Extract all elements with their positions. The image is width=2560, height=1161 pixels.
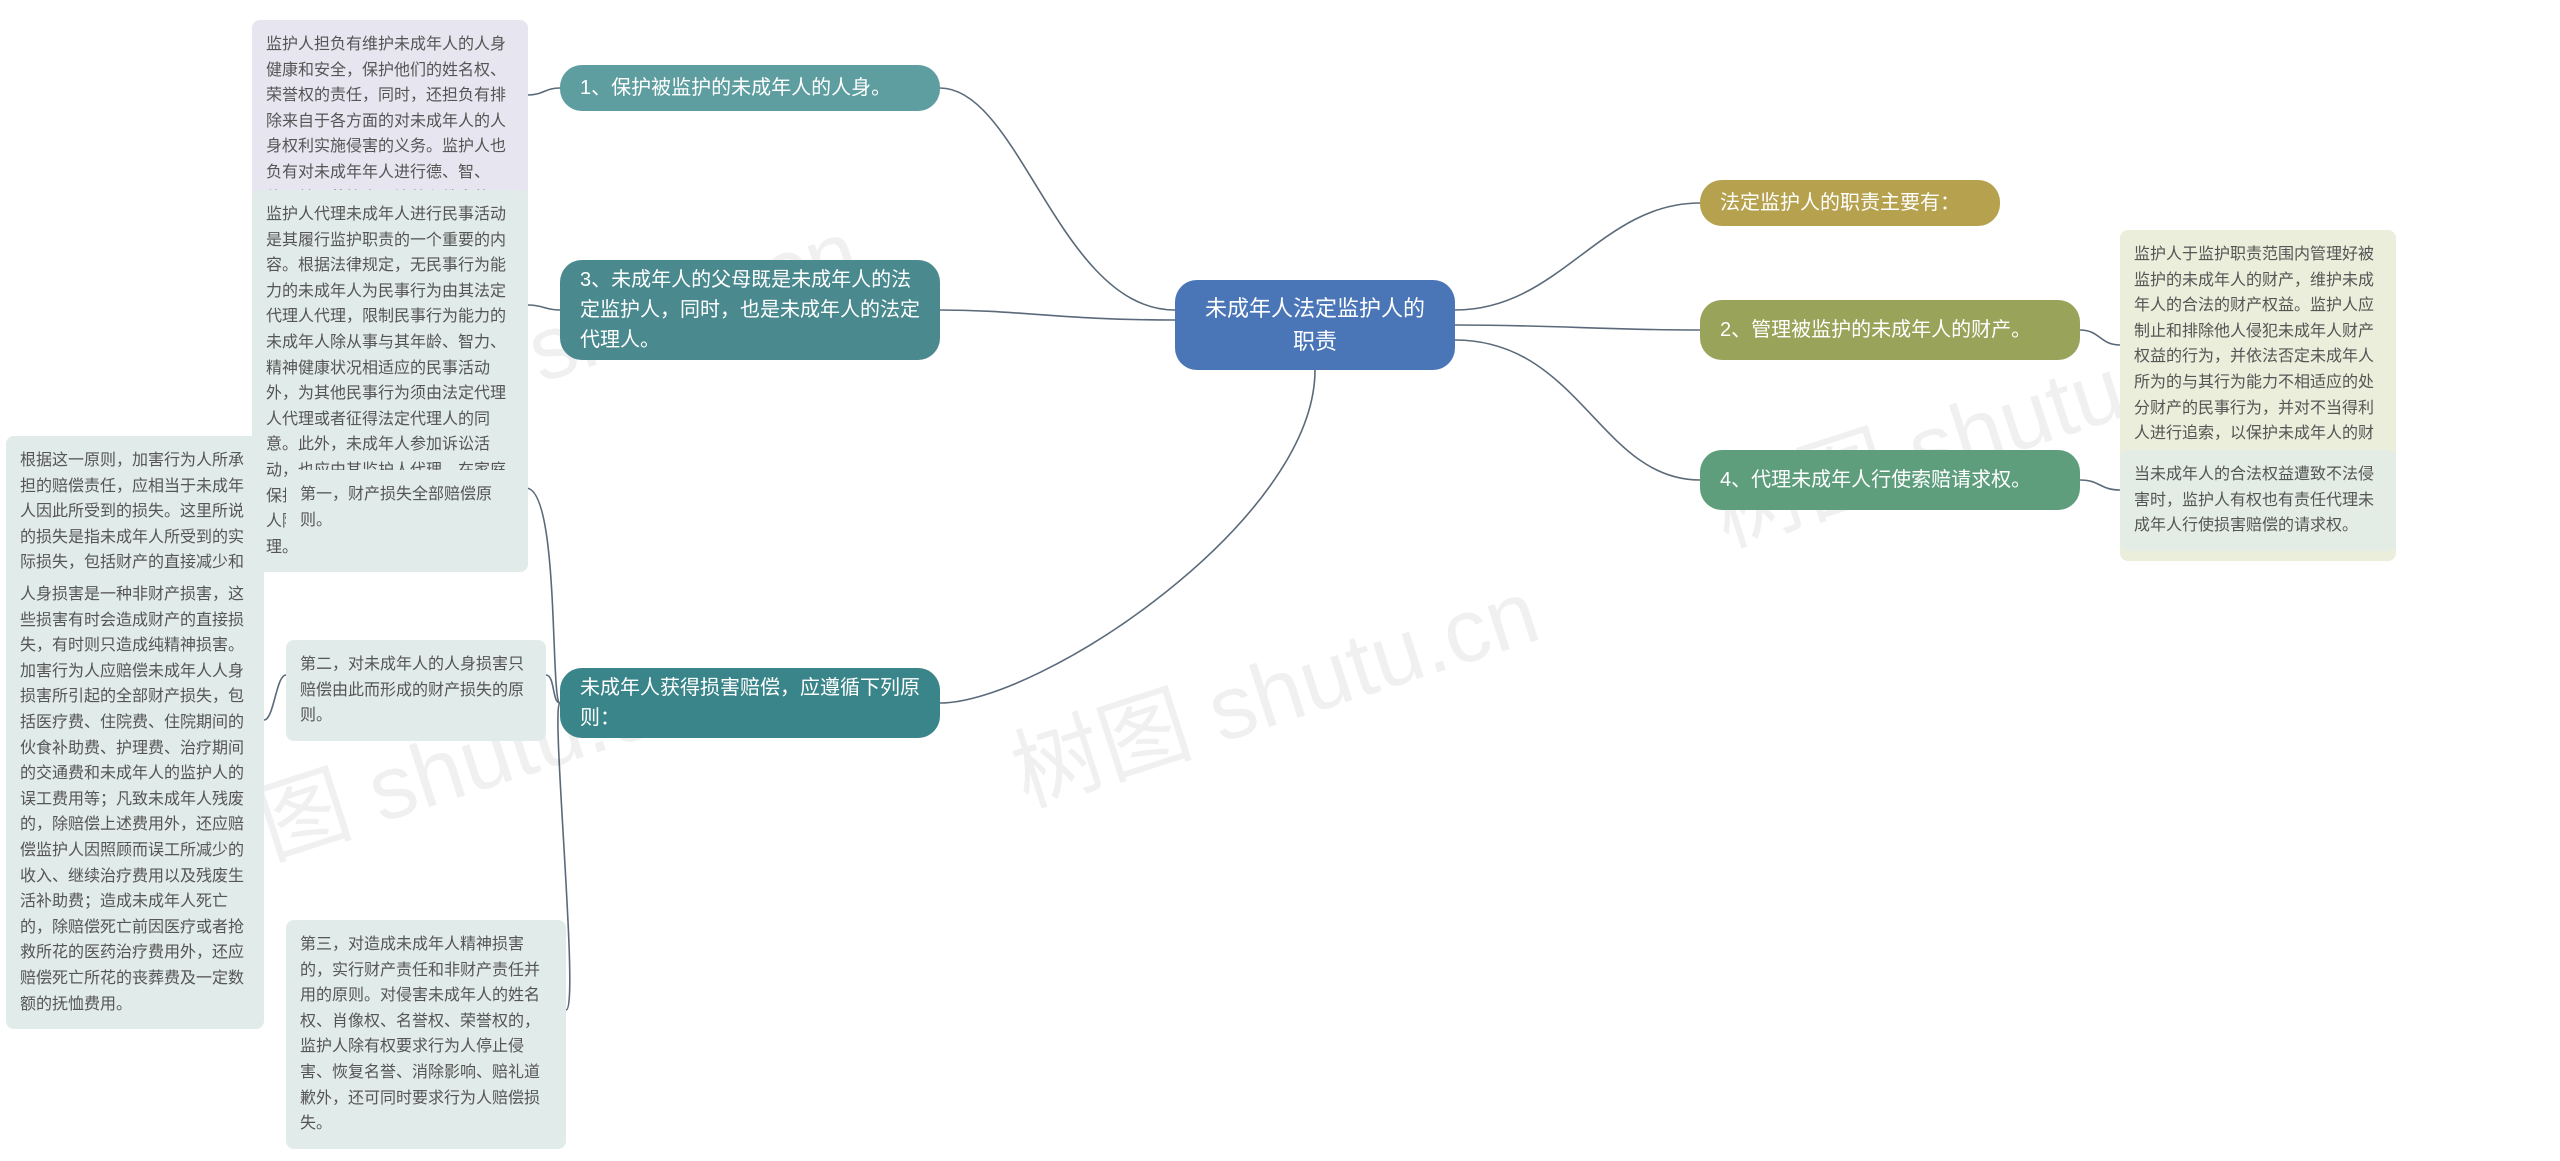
principle-2[interactable]: 第二，对未成年人的人身损害只赔偿由此而形成的财产损失的原则。 xyxy=(286,640,546,741)
branch-principles[interactable]: 未成年人获得损害赔偿，应遵循下列原则： xyxy=(560,668,940,738)
branch-main-duties[interactable]: 法定监护人的职责主要有： xyxy=(1700,180,2000,226)
leaf-claim-right: 当未成年人的合法权益遭致不法侵害时，监护人有权也有责任代理未成年人行使损害赔偿的… xyxy=(2120,450,2396,551)
branch-manage-property[interactable]: 2、管理被监护的未成年人的财产。 xyxy=(1700,300,2080,360)
branch-claim-right[interactable]: 4、代理未成年人行使索赔请求权。 xyxy=(1700,450,2080,510)
center-node[interactable]: 未成年人法定监护人的职责 xyxy=(1175,280,1455,370)
branch-legal-agent[interactable]: 3、未成年人的父母既是未成年人的法定监护人，同时，也是未成年人的法定代理人。 xyxy=(560,260,940,360)
principle-3[interactable]: 第三，对造成未成年人精神损害的，实行财产责任和非财产责任并用的原则。对侵害未成年… xyxy=(286,920,566,1149)
principle-1[interactable]: 第一，财产损失全部赔偿原则。 xyxy=(286,470,526,545)
watermark: 树图 shutu.cn xyxy=(993,539,1552,831)
branch-protect-person[interactable]: 1、保护被监护的未成年人的人身。 xyxy=(560,65,940,111)
leaf-principle-2: 人身损害是一种非财产损害，这些损害有时会造成财产的直接损失，有时则只造成纯精神损… xyxy=(6,570,264,1029)
